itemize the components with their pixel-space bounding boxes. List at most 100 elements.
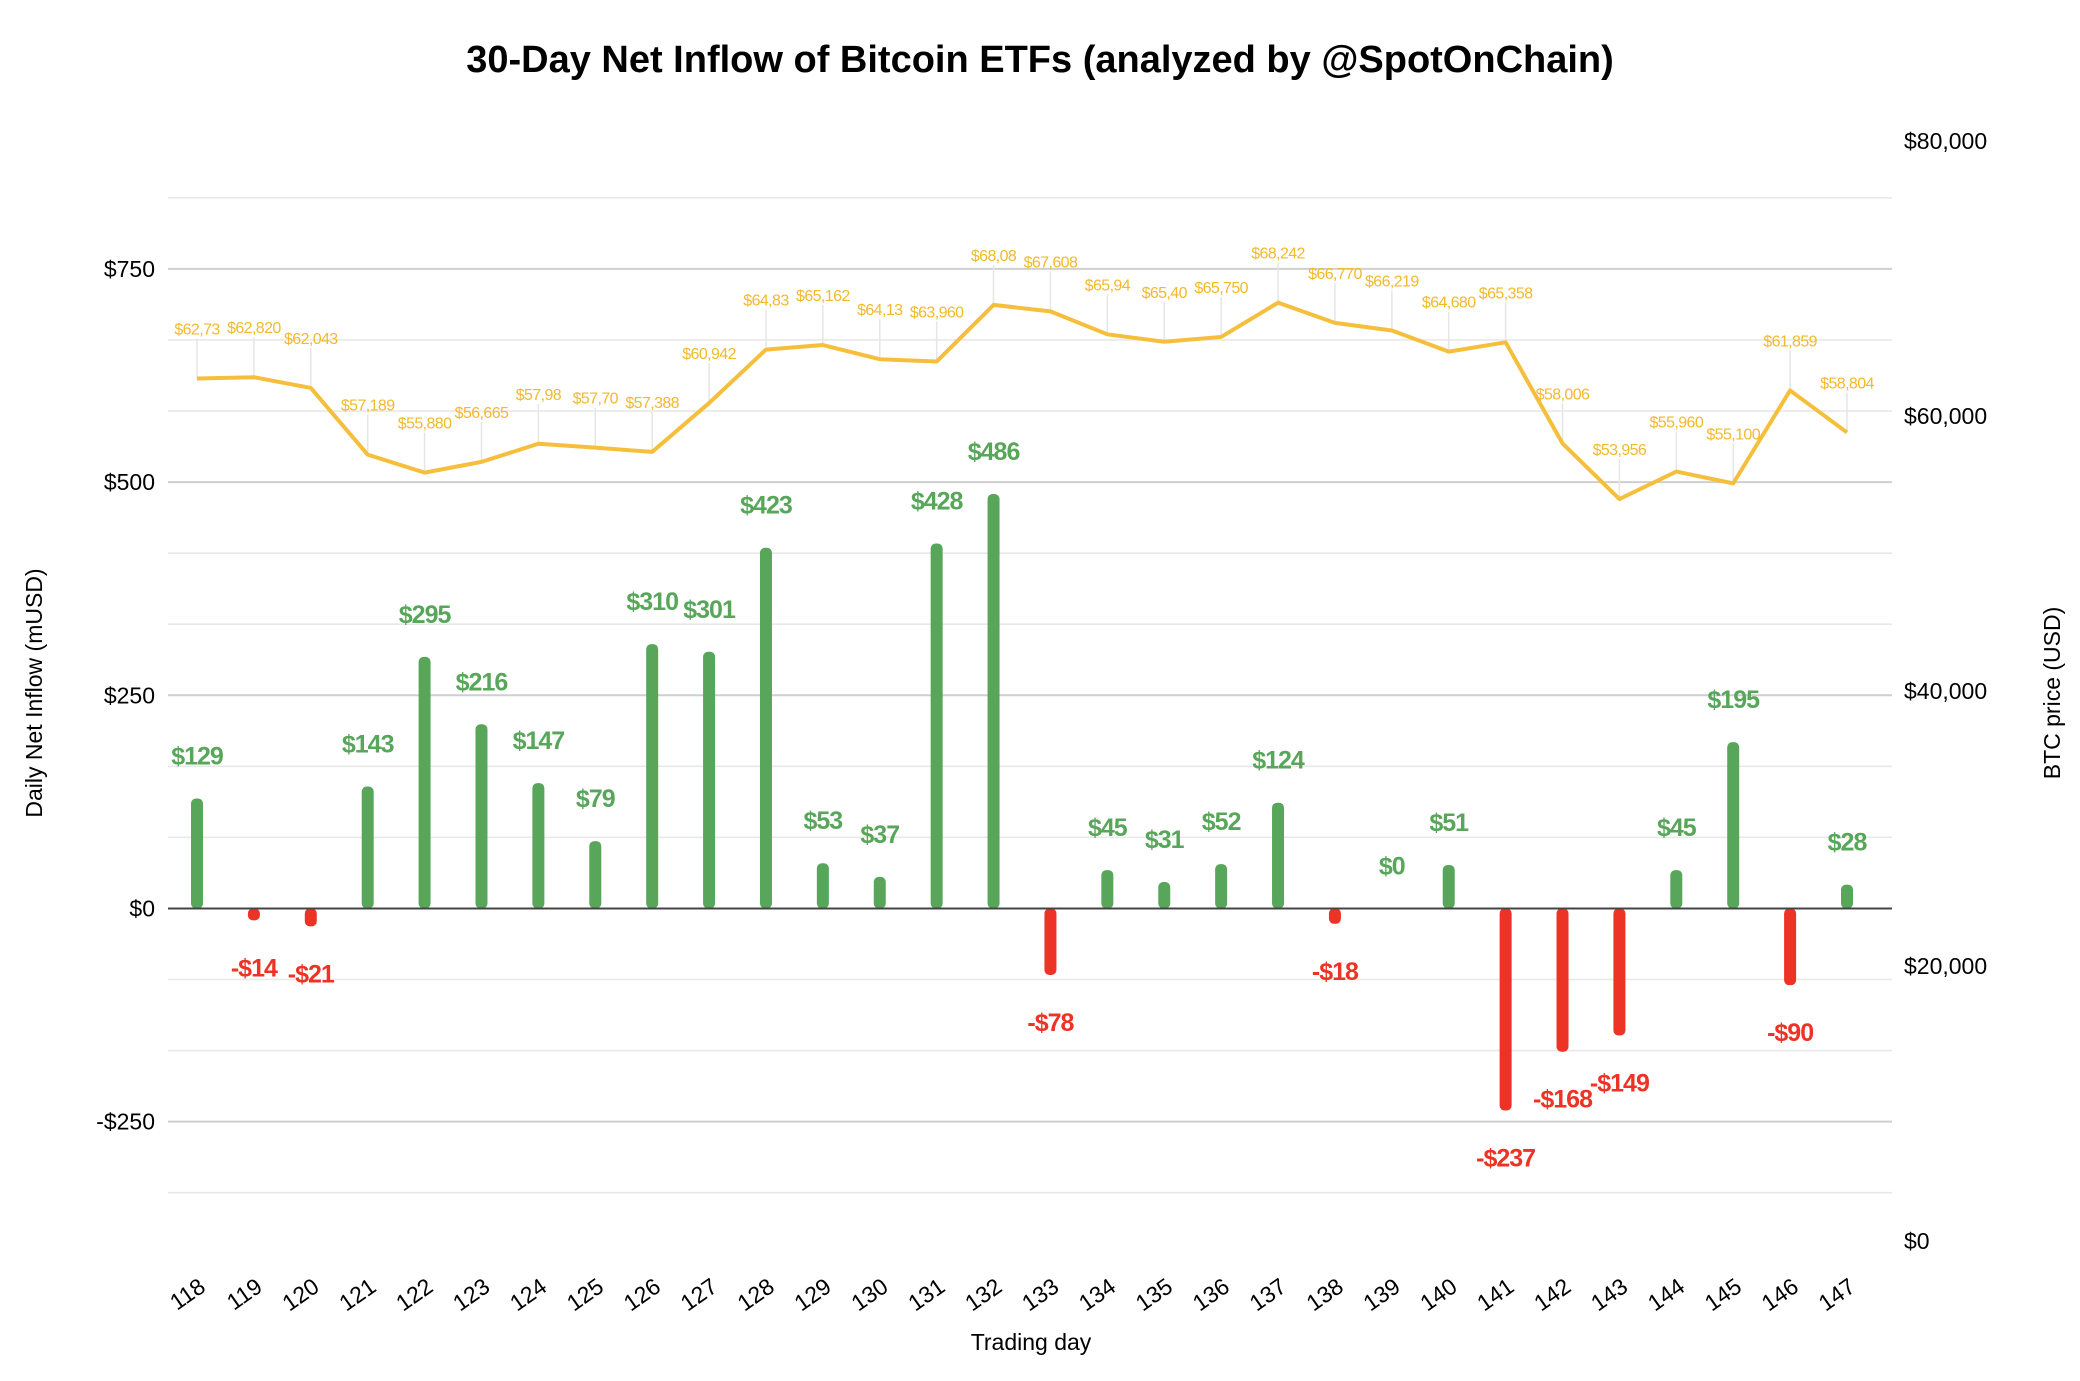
price-label: $57,98 [516, 387, 562, 404]
inflow-bar [816, 863, 829, 909]
price-label: $68,242 [1251, 246, 1305, 263]
inflow-label: -$14 [231, 954, 278, 982]
inflow-label: $129 [171, 742, 223, 770]
x-tick-label: 129 [789, 1273, 835, 1316]
inflow-label: $143 [342, 731, 394, 759]
inflow-label: -$237 [1476, 1145, 1535, 1173]
price-label: $57,388 [625, 395, 679, 412]
x-tick-label: 128 [732, 1273, 778, 1316]
price-label: $62,73 [174, 321, 220, 338]
x-tick-label: 120 [277, 1273, 323, 1316]
x-tick-label: 137 [1245, 1273, 1291, 1316]
chart-title: 30-Day Net Inflow of Bitcoin ETFs (analy… [466, 39, 1614, 81]
inflow-bar [987, 494, 1000, 909]
inflow-labels: $129 -$14 -$21 $143 $295 $216 $147 $79 $310 $301 $… [171, 438, 1868, 1173]
x-axis-title: Trading day [971, 1329, 1092, 1355]
price-label: $65,162 [796, 288, 850, 305]
right-tick-label: $40,000 [1904, 678, 1987, 704]
price-label: $63,960 [910, 305, 964, 322]
x-tick-label: 140 [1415, 1273, 1461, 1316]
x-tick-label: 139 [1358, 1273, 1404, 1316]
x-tick-label: 143 [1586, 1273, 1632, 1316]
price-label: $57,70 [573, 391, 619, 408]
inflow-bar [703, 651, 716, 909]
price-label: $64,13 [857, 302, 903, 319]
right-tick-label: $80,000 [1904, 128, 1987, 154]
left-tick-label: $500 [104, 469, 155, 495]
btc-price-line [196, 300, 1849, 502]
inflow-bar [247, 908, 260, 921]
price-label: $55,100 [1706, 426, 1760, 443]
inflow-label: $147 [513, 727, 565, 755]
price-label: $60,942 [682, 346, 736, 363]
inflow-label: $310 [626, 588, 678, 616]
inflow-label: -$90 [1767, 1019, 1813, 1047]
price-label: $62,043 [284, 331, 338, 348]
price-label: $56,665 [455, 405, 509, 422]
x-tick-label: 147 [1814, 1273, 1860, 1316]
inflow-label: $486 [968, 438, 1020, 466]
inflow-label: $45 [1657, 814, 1697, 842]
inflow-label: -$78 [1027, 1009, 1074, 1037]
x-tick-label: 142 [1529, 1273, 1575, 1316]
inflow-bar [1784, 908, 1797, 986]
inflow-label: $51 [1429, 809, 1469, 837]
price-label: $65,750 [1194, 280, 1248, 297]
x-tick-label: 132 [960, 1273, 1006, 1316]
inflow-bar [304, 908, 317, 927]
right-axis: $0 $20,000 $40,000 $60,000 $80,000 [1904, 128, 1987, 1254]
x-tick-label: 126 [619, 1273, 665, 1316]
inflow-label: $423 [740, 492, 792, 520]
price-labels: $62,73 $62,820$62,043 $57,189$55,880$56,66… [174, 246, 1875, 459]
x-tick-label: 141 [1472, 1273, 1518, 1316]
price-label: $68,08 [971, 248, 1017, 265]
inflow-bar [930, 543, 943, 909]
inflow-bar [1215, 864, 1228, 909]
x-tick-label: 134 [1074, 1273, 1121, 1316]
inflow-bar [418, 656, 431, 909]
inflow-bar [873, 876, 886, 909]
inflow-bar [1272, 802, 1285, 909]
x-tick-label: 122 [391, 1273, 437, 1316]
inflow-label: $31 [1145, 826, 1185, 854]
price-label: $58,804 [1820, 375, 1874, 392]
inflow-label: $0 [1379, 852, 1405, 880]
inflow-bar [1670, 870, 1683, 909]
price-label: $66,219 [1365, 273, 1419, 290]
inflow-label: $45 [1088, 814, 1128, 842]
left-axis: -$250 $0 $250 $500 $750 [96, 256, 155, 1135]
gridlines [168, 197, 1892, 1194]
inflow-bar [1101, 870, 1114, 909]
inflow-bar [475, 724, 488, 909]
price-label: $62,820 [227, 320, 281, 337]
price-label: $55,880 [398, 416, 452, 433]
x-tick-label: 145 [1700, 1273, 1746, 1316]
x-tick-label: 118 [165, 1273, 210, 1315]
x-tick-label: 123 [448, 1273, 494, 1316]
right-tick-label: $20,000 [1904, 953, 1987, 979]
inflow-label: $53 [804, 807, 843, 835]
left-tick-label: $0 [129, 895, 155, 921]
inflow-label: $79 [576, 785, 615, 813]
inflow-label: -$21 [288, 960, 335, 988]
inflow-label: $295 [399, 601, 452, 629]
inflow-bar [1841, 884, 1853, 909]
inflow-bar [1044, 908, 1057, 975]
left-tick-label: $750 [104, 256, 155, 282]
left-tick-label: $250 [104, 682, 155, 708]
x-tick-label: 121 [334, 1273, 380, 1316]
x-tick-label: 131 [903, 1273, 949, 1316]
inflow-bar [361, 786, 374, 909]
right-tick-label: $0 [1904, 1228, 1930, 1254]
inflow-bar [759, 547, 772, 909]
price-label: $65,358 [1479, 285, 1533, 302]
x-tick-label: 124 [505, 1273, 552, 1316]
price-label: $58,006 [1536, 386, 1590, 403]
price-label: $67,608 [1024, 254, 1078, 271]
inflow-bar [589, 841, 602, 909]
inflow-bar [1328, 908, 1341, 924]
inflow-label: $52 [1202, 808, 1241, 836]
inflow-bar [1499, 908, 1512, 1111]
right-tick-label: $60,000 [1904, 403, 1987, 429]
